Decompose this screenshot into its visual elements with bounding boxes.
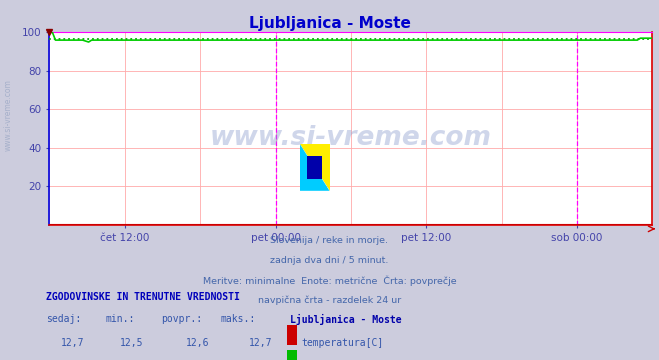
Text: 12,7: 12,7 xyxy=(61,338,84,348)
Text: sedaj:: sedaj: xyxy=(46,314,81,324)
Text: povpr.:: povpr.: xyxy=(161,314,202,324)
Text: ZGODOVINSKE IN TRENUTNE VREDNOSTI: ZGODOVINSKE IN TRENUTNE VREDNOSTI xyxy=(46,292,240,302)
Text: zadnja dva dni / 5 minut.: zadnja dva dni / 5 minut. xyxy=(270,256,389,265)
Text: 12,5: 12,5 xyxy=(120,338,144,348)
Polygon shape xyxy=(300,144,330,191)
Text: 12,6: 12,6 xyxy=(186,338,210,348)
FancyBboxPatch shape xyxy=(307,156,322,179)
Text: min.:: min.: xyxy=(105,314,135,324)
Polygon shape xyxy=(300,144,330,191)
Text: navpična črta - razdelek 24 ur: navpična črta - razdelek 24 ur xyxy=(258,295,401,305)
Text: Slovenija / reke in morje.: Slovenija / reke in morje. xyxy=(270,236,389,245)
Text: maks.:: maks.: xyxy=(221,314,256,324)
Text: Meritve: minimalne  Enote: metrične  Črta: povprečje: Meritve: minimalne Enote: metrične Črta:… xyxy=(203,275,456,286)
Text: www.si-vreme.com: www.si-vreme.com xyxy=(210,125,492,151)
Text: temperatura[C]: temperatura[C] xyxy=(302,338,384,348)
Text: Ljubljanica - Moste: Ljubljanica - Moste xyxy=(248,16,411,31)
Text: Ljubljanica - Moste: Ljubljanica - Moste xyxy=(290,314,401,325)
Text: 12,7: 12,7 xyxy=(248,338,272,348)
Text: www.si-vreme.com: www.si-vreme.com xyxy=(4,79,13,151)
